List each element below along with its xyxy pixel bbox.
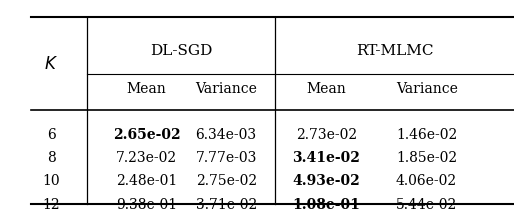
Text: 4.93e-02: 4.93e-02: [292, 174, 360, 188]
Text: $K$: $K$: [44, 55, 59, 73]
Text: 2.73e-02: 2.73e-02: [296, 128, 357, 142]
Text: 7.77e-03: 7.77e-03: [195, 151, 257, 165]
Text: 12: 12: [43, 198, 60, 212]
Text: 6: 6: [47, 128, 56, 142]
Text: Mean: Mean: [126, 82, 167, 96]
Text: 1.08e-01: 1.08e-01: [292, 198, 360, 212]
Text: 9.38e-01: 9.38e-01: [116, 198, 177, 212]
Text: RT-MLMC: RT-MLMC: [356, 44, 433, 58]
Text: 7.23e-02: 7.23e-02: [116, 151, 177, 165]
Text: 8: 8: [47, 151, 56, 165]
Text: 3.71e-02: 3.71e-02: [195, 198, 257, 212]
Text: 1.85e-02: 1.85e-02: [396, 151, 457, 165]
Text: 5.44e-02: 5.44e-02: [396, 198, 457, 212]
Text: 1.46e-02: 1.46e-02: [396, 128, 457, 142]
Text: Variance: Variance: [396, 82, 457, 96]
Text: 3.41e-02: 3.41e-02: [292, 151, 360, 165]
Text: 4.06e-02: 4.06e-02: [396, 174, 457, 188]
Text: Variance: Variance: [195, 82, 257, 96]
Text: 10: 10: [43, 174, 60, 188]
Text: DL-SGD: DL-SGD: [150, 44, 212, 58]
Text: 2.65e-02: 2.65e-02: [113, 128, 180, 142]
Text: 2.75e-02: 2.75e-02: [196, 174, 256, 188]
Text: Mean: Mean: [306, 82, 346, 96]
Text: 2.48e-01: 2.48e-01: [116, 174, 177, 188]
Text: 6.34e-03: 6.34e-03: [196, 128, 256, 142]
